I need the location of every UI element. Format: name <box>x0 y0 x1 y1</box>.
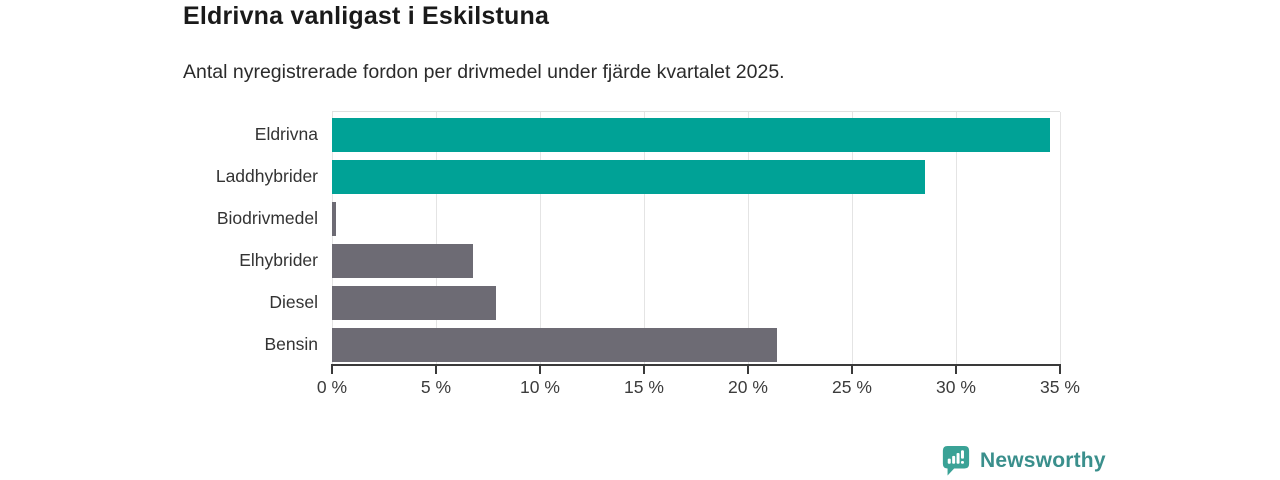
newsworthy-logo[interactable]: Newsworthy <box>941 444 1106 477</box>
bar-bensin <box>332 328 778 362</box>
x-axis-tick <box>539 364 541 374</box>
x-axis-tick-label: 25 % <box>832 377 872 397</box>
category-label-laddhybrider: Laddhybrider <box>215 166 318 186</box>
x-axis-tick-label: 10 % <box>520 377 560 397</box>
x-axis-tick-label: 20 % <box>728 377 768 397</box>
category-label-eldrivna: Eldrivna <box>254 124 318 144</box>
x-axis-tick-label: 5 % <box>420 377 452 397</box>
gridline <box>644 112 645 367</box>
bar-elhybrider <box>332 244 474 278</box>
x-axis-tick <box>1059 364 1061 374</box>
bar-biodrivmedel <box>332 202 337 236</box>
category-label-diesel: Diesel <box>269 292 318 312</box>
x-axis: 0 % 5 % 10 % 15 % 20 % 25 % 30 % 35 % <box>317 364 1080 400</box>
x-axis-tick-label: 35 % <box>1040 377 1080 397</box>
x-axis-tick-label: 15 % <box>624 377 664 397</box>
x-axis-tick <box>851 364 853 374</box>
x-axis-tick <box>643 364 645 374</box>
newsworthy-logo-text: Newsworthy <box>980 448 1106 472</box>
x-axis-tick <box>747 364 749 374</box>
gridline <box>332 112 333 367</box>
category-label-elhybrider: Elhybrider <box>239 250 318 270</box>
bar-eldrivna <box>332 118 1050 152</box>
category-label-biodrivmedel: Biodrivmedel <box>216 208 318 228</box>
gridline <box>748 112 749 367</box>
gridline <box>540 112 541 367</box>
x-axis-tick-label: 30 % <box>936 377 976 397</box>
plot-area <box>332 111 1061 367</box>
x-axis-tick <box>435 364 437 374</box>
x-axis-line <box>332 364 1060 366</box>
gridline <box>956 112 957 367</box>
x-axis-tick-label: 0 % <box>316 377 348 397</box>
x-axis-tick <box>955 364 957 374</box>
gridline <box>852 112 853 367</box>
chart-subtitle: Antal nyregistrerade fordon per drivmede… <box>183 61 785 83</box>
x-axis-tick <box>331 364 333 374</box>
bar-laddhybrider <box>332 160 925 194</box>
category-label-bensin: Bensin <box>264 334 318 354</box>
gridline <box>1060 112 1061 367</box>
gridline <box>436 112 437 367</box>
newsworthy-bubble-chart-icon <box>942 445 970 476</box>
chart-title: Eldrivna vanligast i Eskilstuna <box>183 2 550 30</box>
bar-diesel <box>332 286 497 320</box>
category-axis: Eldrivna Laddhybrider Biodrivmedel Elhybrid… <box>0 111 318 366</box>
